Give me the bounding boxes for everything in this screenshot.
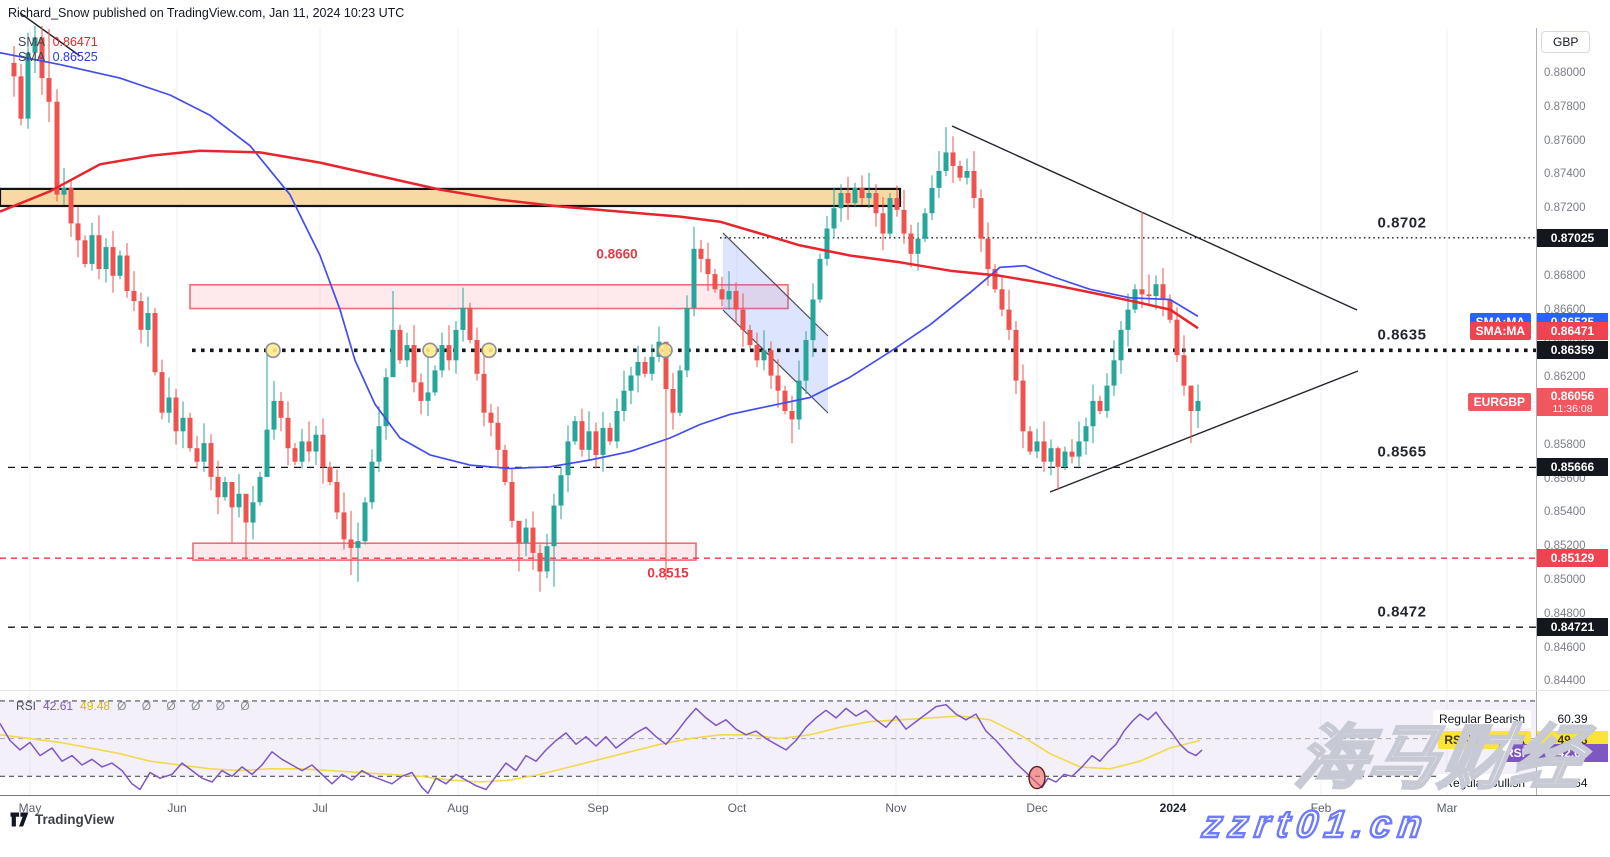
level-touch-marker[interactable] [265,342,281,359]
price-axis-tick: 0.84400 [1544,675,1586,688]
rsi-legend-name: RSI [16,699,37,713]
level-touch-marker[interactable] [481,342,497,359]
sma-slow-legend[interactable]: SMA 0.86525 [18,50,98,64]
price-level-badge: 0.84721 [1537,618,1608,637]
bar-countdown: 11:36:08 [1552,402,1593,415]
rsi-value-badge: 42.61 [1537,743,1608,762]
price-axis-tick: 0.87800 [1544,100,1586,113]
key-level-label: 0.8635 [1377,326,1427,344]
tradingview-logo-icon [10,812,29,827]
price-axis-tick: 0.88000 [1544,67,1586,79]
price-level-badge: 0.87025 [1537,228,1608,247]
key-level-label: 0.8702 [1377,214,1427,232]
last-price-value: 0.86056 [1550,388,1595,403]
rsi-label-badge: Regular Bullish [1438,773,1531,792]
rsi-legend-value: 42.61 [43,699,74,713]
price-level-badge: 0.85129 [1537,549,1608,568]
price-level-badge: 0.86471 [1537,322,1608,341]
price-axis-tick: 0.85400 [1544,506,1586,519]
price-axis-tick: 0.87600 [1544,134,1586,147]
pane-separator[interactable] [0,690,1610,691]
rsi-value-badge: 26.64 [1537,773,1608,792]
rsi-ma-legend-value: 49.48 [80,699,111,713]
time-axis-border [0,795,1610,796]
level-touch-marker[interactable] [657,342,673,359]
level-touch-marker[interactable] [422,342,438,359]
time-axis-tick: Sep [587,801,609,815]
price-axis-tick: 0.85000 [1544,574,1586,586]
time-axis-tick: May [18,801,42,815]
rsi-label-badge: RSI [1498,743,1531,762]
supply-zone[interactable] [0,187,902,208]
bullish-divergence-marker[interactable] [1028,765,1046,790]
tradingview-logo-text: TradingView [35,812,115,827]
price-axis-tick: 0.84800 [1544,607,1586,620]
rsi-indicator-legend[interactable]: RSI 42.61 49.48 Ø Ø Ø Ø Ø Ø [16,699,256,713]
sma-fast-legend[interactable]: SMA 0.86471 [18,35,98,49]
rsi-label-badge: Regular Bearish [1432,710,1531,728]
trendline[interactable] [1049,370,1359,493]
price-axis-tick: 0.86200 [1544,371,1586,384]
sr-zone[interactable] [192,542,697,561]
price-axis-tick: 0.87200 [1544,202,1586,215]
trendline[interactable] [951,125,1358,311]
price-level-badge: 0.85666 [1537,458,1608,477]
time-axis-tick: Dec [1026,801,1048,815]
sma-fast-line[interactable] [0,149,1199,330]
sma-fast-label: SMA [18,35,46,49]
rsi-value-badge: 60.39 [1537,710,1608,728]
currency-toggle-button[interactable]: GBP [1541,31,1591,53]
last-price-badge: 0.86056 11:36:08 [1537,387,1608,416]
rsi-ma-line[interactable] [0,715,1201,783]
bear-flag-channel[interactable] [723,233,828,413]
price-axis-tick: 0.85800 [1544,438,1586,451]
sma-fast-value: 0.86471 [52,35,98,49]
rsi-legend-hidden-values: Ø Ø Ø Ø Ø Ø [117,699,256,713]
time-axis-tick: Aug [447,801,469,815]
candlestick-series [11,26,1201,592]
tradingview-logo[interactable]: TradingView [10,812,114,827]
zone-price-label: 0.8515 [647,565,689,581]
time-axis-tick: Oct [727,801,747,815]
trendline[interactable] [19,12,81,57]
time-axis-tick: Nov [885,801,907,815]
sma-slow-line[interactable] [0,51,1199,470]
time-axis-tick: Jul [312,801,328,815]
sma-slow-label: SMA [18,50,46,64]
key-level-label: 0.8565 [1377,443,1427,461]
price-axis-border [1536,28,1537,795]
time-axis-tick: 2024 [1159,801,1187,815]
symbol-label-badge: EURGBP [1467,392,1531,411]
indicator-name-badge: SMA:MA [1469,322,1531,341]
sr-zone[interactable] [189,283,789,310]
time-axis-tick: Feb [1310,801,1332,815]
price-axis-tick: 0.87400 [1544,168,1586,181]
key-level-label: 0.8472 [1377,603,1427,621]
price-and-rsi-chart-canvas [0,12,1536,795]
zone-price-label: 0.8660 [596,246,638,262]
price-axis-tick: 0.84600 [1544,641,1586,654]
price-level-badge: 0.86359 [1537,341,1608,360]
publish-header: Richard_Snow published on TradingView.co… [8,6,405,20]
sma-slow-value: 0.86525 [52,50,98,64]
time-axis-tick: Mar [1436,801,1458,815]
time-axis-tick: Jun [167,801,187,815]
price-axis-tick: 0.86800 [1544,269,1586,282]
price-axis-tick: 0.86600 [1544,303,1586,316]
